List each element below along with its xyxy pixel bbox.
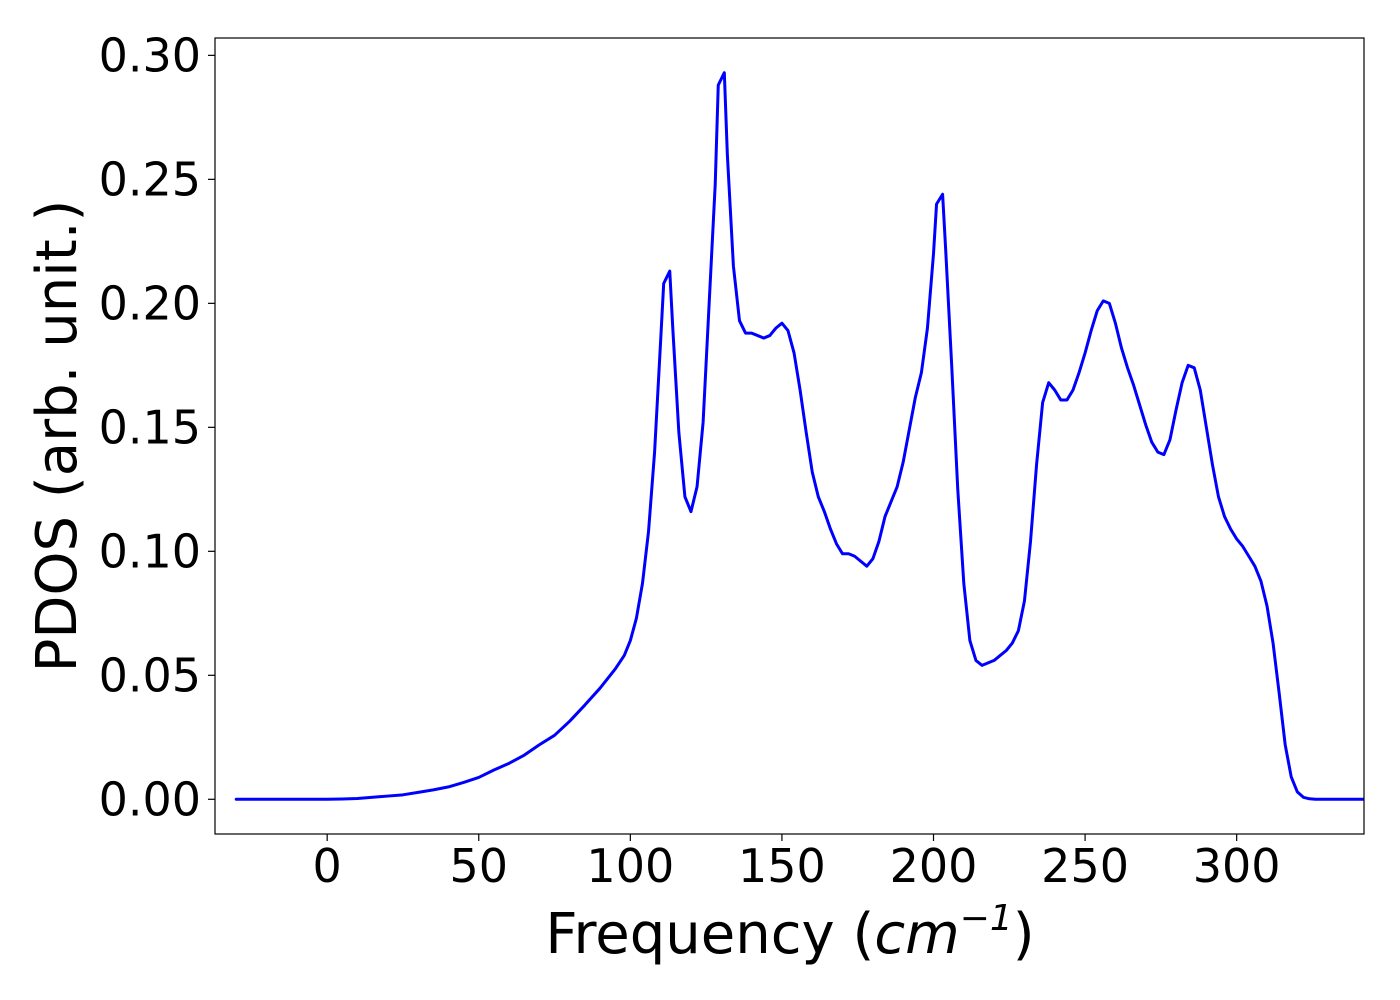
x-tick-label: 100 [586, 839, 674, 893]
y-axis-label: PDOS (arb. unit.) [25, 200, 90, 673]
x-axis-label-prefix: Frequency ( [545, 902, 874, 967]
y-tick-label: 0.05 [99, 648, 201, 702]
x-tick-label: 0 [313, 839, 342, 893]
x-axis-label-suffix: ) [1013, 902, 1035, 967]
y-tick-label: 0.30 [99, 28, 201, 82]
x-tick-label: 300 [1193, 839, 1281, 893]
x-tick-label: 200 [890, 839, 978, 893]
x-axis-label-unit: cm [874, 902, 959, 967]
x-tick-label: 50 [449, 839, 508, 893]
plot-area [214, 37, 1365, 835]
series-line-0 [234, 71, 1364, 801]
y-axis-ticks: 0.00 0.05 0.10 0.15 0.20 0.25 0.30 [99, 28, 215, 826]
y-tick-label: 0.25 [99, 152, 201, 206]
axes-frame [214, 37, 1365, 835]
x-axis-ticks: 0 50 100 150 200 250 300 [313, 834, 1281, 893]
x-tick-label: 150 [738, 839, 826, 893]
x-axis-label-exponent: −1 [960, 898, 1013, 939]
y-tick-label: 0.00 [99, 772, 201, 826]
y-tick-label: 0.10 [99, 524, 201, 578]
y-tick-label: 0.15 [99, 400, 201, 454]
x-tick-label: 250 [1041, 839, 1129, 893]
x-axis-label: Frequency (cm−1) [545, 898, 1034, 967]
y-tick-label: 0.20 [99, 276, 201, 330]
